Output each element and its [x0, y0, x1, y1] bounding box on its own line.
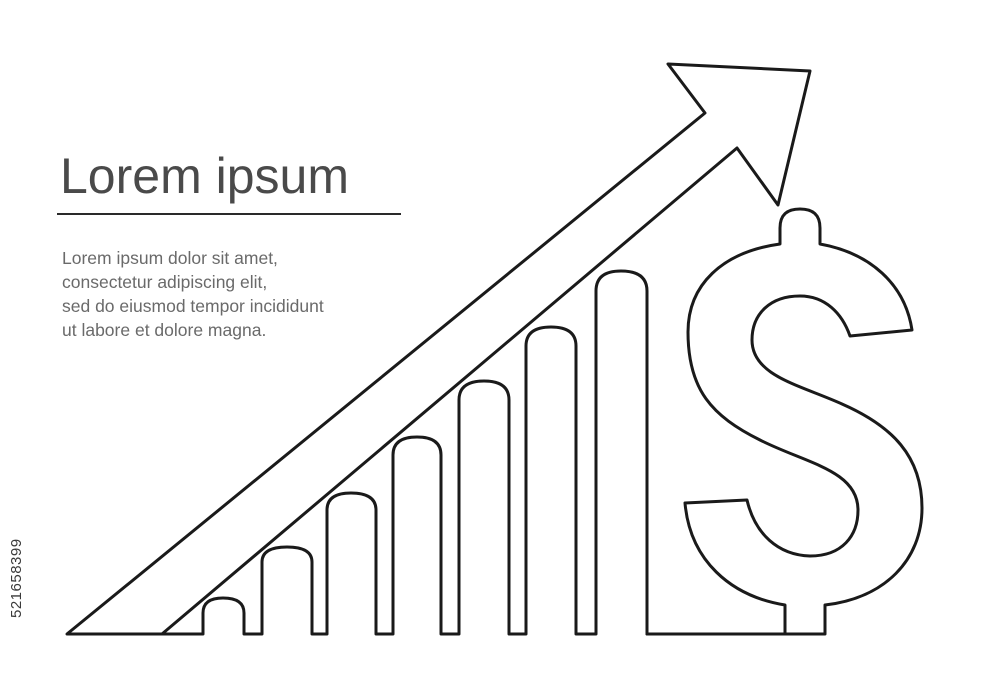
- dollar-sign-icon: [683, 207, 924, 636]
- page-title: Lorem ipsum: [60, 148, 349, 204]
- title-underline: [57, 213, 401, 215]
- description-line-3: sed do eiusmod tempor incididunt: [62, 296, 324, 316]
- description-line-1: Lorem ipsum dolor sit amet,: [62, 248, 278, 268]
- description-line-4: ut labore et dolore magna.: [62, 320, 267, 340]
- description-line-2: consectetur adipiscing elit,: [62, 272, 268, 292]
- growth-arrow-icon: [65, 62, 812, 636]
- description-text: Lorem ipsum dolor sit amet, consectetur …: [62, 246, 422, 342]
- bar-chart-icon: [160, 269, 649, 636]
